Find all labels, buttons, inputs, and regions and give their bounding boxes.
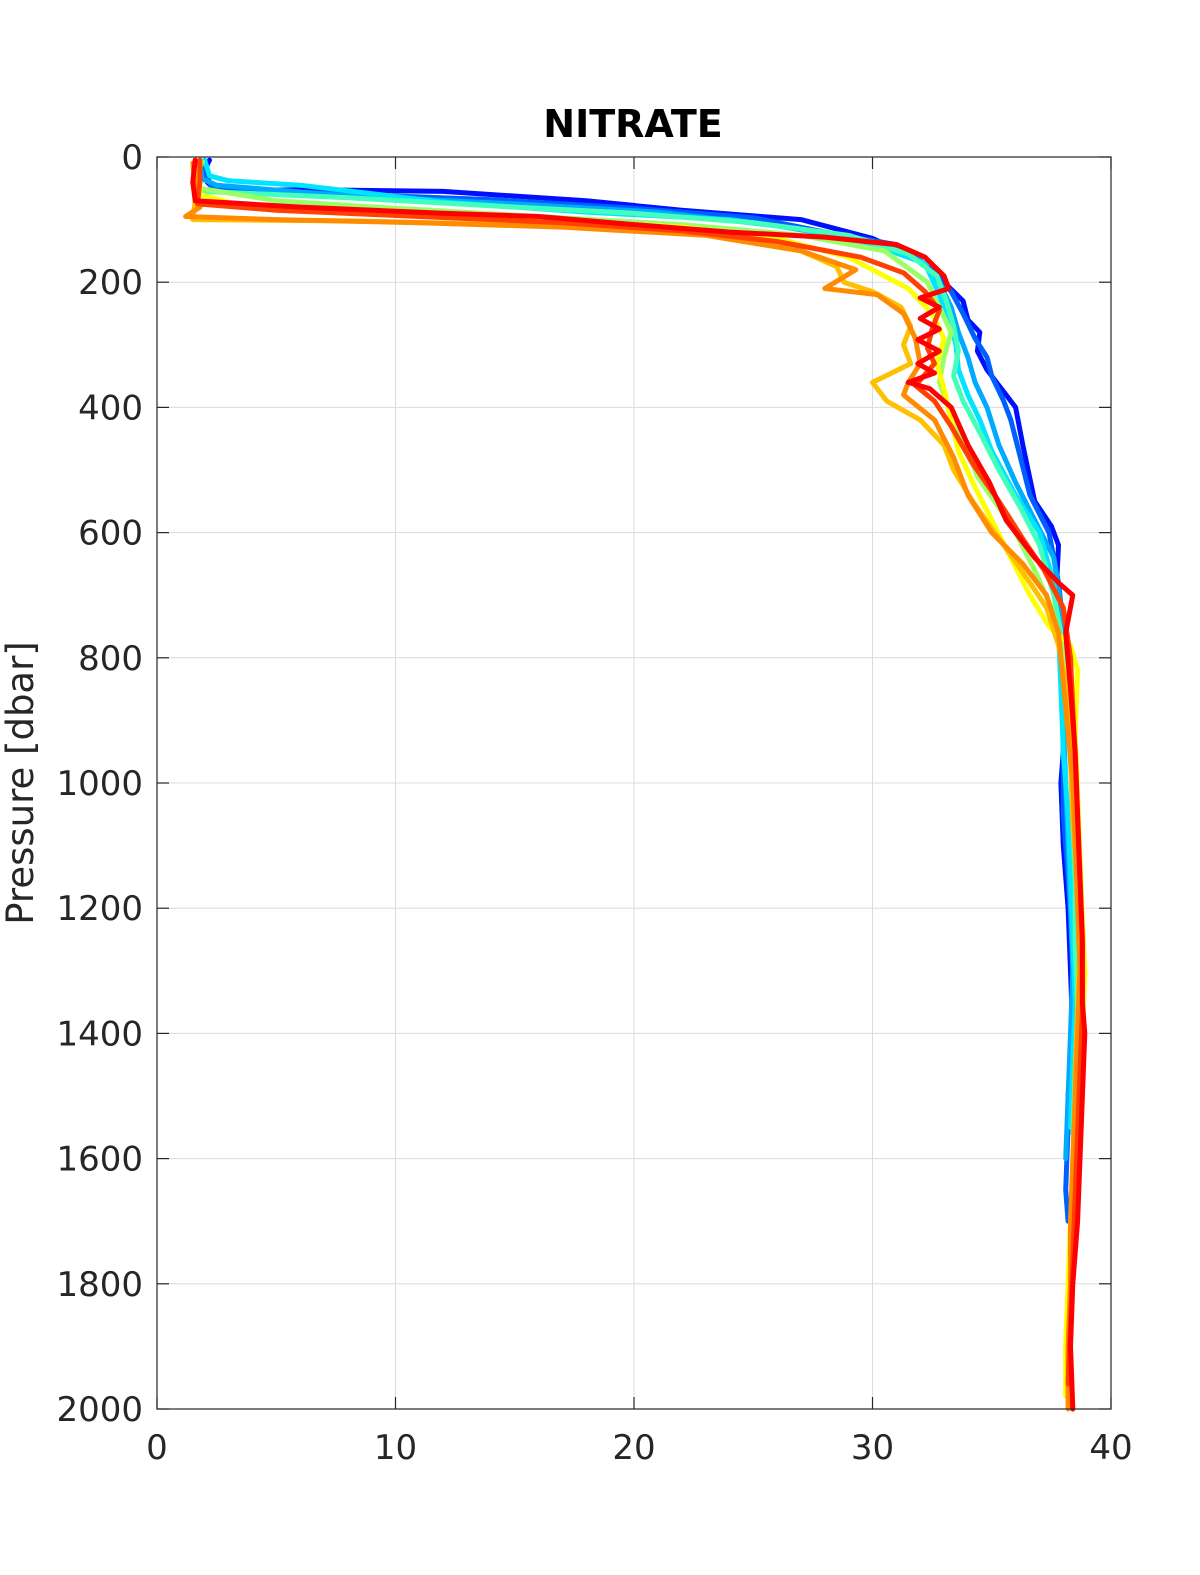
y-tick-label: 1800 xyxy=(56,1265,143,1305)
y-tick-label: 800 xyxy=(78,639,143,679)
y-tick-label: 1600 xyxy=(56,1140,143,1180)
y-tick-labels: 0 200 400 600 800 1000 1200 1400 1600 1800 2000 xyxy=(56,138,143,1430)
chart-title: NITRATE xyxy=(543,102,722,146)
y-tick-label: 0 xyxy=(121,138,143,178)
x-tick-label: 30 xyxy=(851,1428,894,1468)
x-tick-labels: 0 10 20 30 40 xyxy=(146,1428,1132,1468)
y-tick-label: 600 xyxy=(78,514,143,554)
x-tick-label: 0 xyxy=(146,1428,168,1468)
y-tick-label: 400 xyxy=(78,388,143,428)
profile-line-11 xyxy=(190,157,1088,1412)
profile-lines xyxy=(183,157,1088,1412)
x-tick-label: 10 xyxy=(374,1428,417,1468)
y-tick-label: 1000 xyxy=(56,764,143,804)
y-tick-label: 200 xyxy=(78,263,143,303)
y-axis-label: Pressure [dbar] xyxy=(0,641,42,924)
y-tick-label: 1400 xyxy=(56,1014,143,1054)
x-tick-label: 40 xyxy=(1089,1428,1132,1468)
y-tick-label: 1200 xyxy=(56,889,143,929)
tick-marks xyxy=(156,156,1112,1410)
x-tick-label: 20 xyxy=(612,1428,655,1468)
profile-line-9 xyxy=(183,160,1083,1412)
y-tick-label: 2000 xyxy=(56,1390,143,1430)
